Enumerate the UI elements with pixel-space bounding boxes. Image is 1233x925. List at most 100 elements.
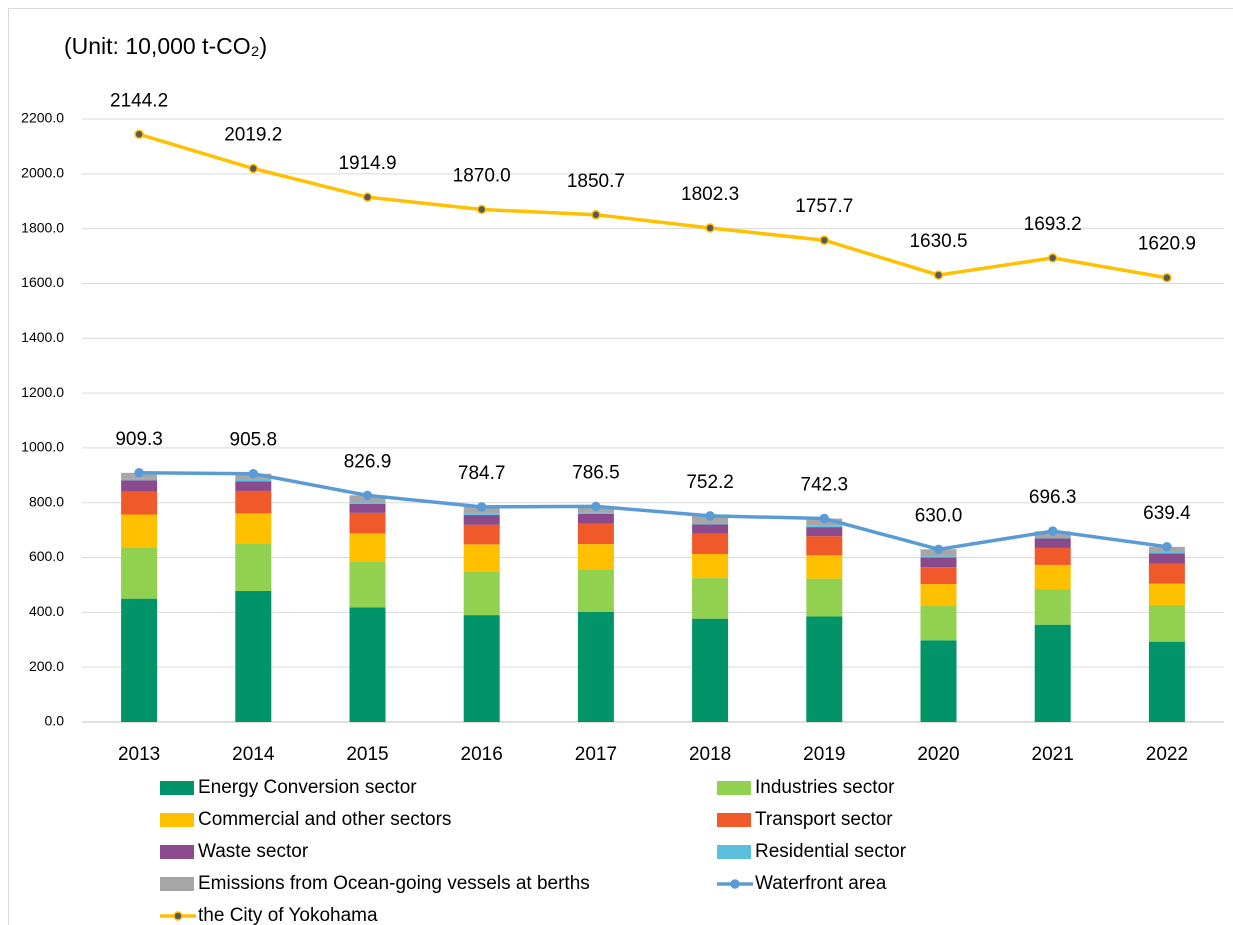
bar-segment xyxy=(1034,538,1071,548)
y-tick-label: 1000.0 xyxy=(21,439,64,455)
bar-segment xyxy=(692,578,729,619)
x-tick-label: 2013 xyxy=(118,744,160,765)
data-label: 786.5 xyxy=(572,462,620,483)
data-label: 905.8 xyxy=(230,430,278,451)
y-tick-label: 0.0 xyxy=(45,713,65,729)
legend-label: Waterfront area xyxy=(755,873,887,894)
bar-segment xyxy=(463,513,500,516)
line-marker xyxy=(476,502,487,512)
bar-segment xyxy=(920,557,957,568)
line-marker xyxy=(248,468,259,479)
line-marker xyxy=(1047,526,1058,536)
bar-segment xyxy=(806,536,843,556)
legend-swatch xyxy=(160,845,194,859)
bar-segment xyxy=(577,611,614,722)
bar-segment xyxy=(806,527,843,537)
data-label: 1630.5 xyxy=(909,231,967,252)
line-marker xyxy=(591,209,601,220)
line-marker xyxy=(362,192,373,202)
legend-swatch xyxy=(160,877,194,891)
y-tick-label: 600.0 xyxy=(29,548,64,564)
bar-segment xyxy=(235,481,272,491)
bar-segment xyxy=(1034,624,1071,722)
legend-swatch xyxy=(160,813,194,827)
legend-label: Industries sector xyxy=(755,777,895,798)
bar-segment xyxy=(1148,553,1185,564)
bar-segment xyxy=(577,513,614,524)
data-label: 742.3 xyxy=(801,475,849,496)
bar-segment xyxy=(577,544,614,570)
x-tick-label: 2014 xyxy=(232,744,275,765)
x-tick-label: 2015 xyxy=(346,744,388,765)
data-label: 909.3 xyxy=(115,429,163,450)
x-tick-label: 2019 xyxy=(803,744,845,765)
line-marker xyxy=(476,204,487,215)
legend-label: Waste sector xyxy=(198,841,309,862)
line-marker xyxy=(248,163,259,174)
bar-segment xyxy=(577,512,614,514)
bar-segment xyxy=(1148,605,1185,642)
line-marker xyxy=(933,270,944,280)
data-label: 826.9 xyxy=(344,451,392,472)
bar-segment xyxy=(121,491,158,515)
bar-segment xyxy=(577,569,614,612)
bar-segment xyxy=(1034,564,1071,590)
line xyxy=(138,132,1168,280)
bar-segment xyxy=(121,514,158,548)
bar-segment xyxy=(577,523,614,545)
legend-label: Residential sector xyxy=(755,841,907,862)
x-tick-label: 2016 xyxy=(461,744,503,765)
bar-segment xyxy=(692,533,729,554)
y-tick-label: 1800.0 xyxy=(21,219,64,235)
legend-marker xyxy=(173,911,183,921)
bar-segment xyxy=(806,616,843,722)
data-label: 1914.9 xyxy=(338,153,396,174)
bar-segment xyxy=(1148,563,1185,584)
data-label: 1620.9 xyxy=(1138,234,1196,255)
data-label: 784.7 xyxy=(458,463,506,484)
x-tick-label: 2017 xyxy=(575,744,617,765)
legend-swatch xyxy=(717,813,751,827)
bar-segment xyxy=(349,533,386,562)
legend-swatch xyxy=(717,845,751,859)
x-tick-label: 2018 xyxy=(689,744,731,765)
bar-segment xyxy=(349,502,386,504)
data-label: 696.3 xyxy=(1029,487,1077,508)
bar-segment xyxy=(1034,547,1071,565)
bar-segment xyxy=(121,547,158,599)
y-tick-label: 2200.0 xyxy=(21,110,64,126)
bar-segment xyxy=(920,584,957,607)
bar-segment xyxy=(806,525,843,528)
bar-segment xyxy=(349,561,386,608)
data-label: 1870.0 xyxy=(453,165,511,186)
y-tick-label: 800.0 xyxy=(29,493,64,509)
bar-segment xyxy=(349,512,386,534)
line-marker xyxy=(819,513,830,524)
x-tick-label: 2021 xyxy=(1032,744,1074,765)
line-marker xyxy=(705,223,715,233)
data-label: 1802.3 xyxy=(681,184,739,205)
bar-segment xyxy=(1034,536,1071,539)
y-tick-label: 1400.0 xyxy=(21,329,64,345)
y-tick-label: 400.0 xyxy=(29,603,64,619)
line-marker xyxy=(362,490,373,501)
chart-border xyxy=(8,8,1233,925)
bar-segment xyxy=(235,490,272,514)
line-marker xyxy=(134,129,144,140)
line-marker xyxy=(1162,272,1172,283)
data-label: 752.2 xyxy=(686,472,734,493)
legend-label: the City of Yokohama xyxy=(198,905,378,925)
bar-segment xyxy=(235,543,272,591)
line-marker xyxy=(1162,541,1172,552)
bar-segment xyxy=(1034,589,1071,625)
legend-swatch xyxy=(717,781,751,795)
y-tick-label: 200.0 xyxy=(29,658,64,674)
data-label: 630.0 xyxy=(915,505,963,526)
bar-segment xyxy=(121,598,158,722)
y-tick-label: 1600.0 xyxy=(21,274,64,290)
bar-segment xyxy=(692,618,729,722)
y-tick-label: 1200.0 xyxy=(21,384,64,400)
bar-segment xyxy=(463,515,500,525)
y-tick-label: 2000.0 xyxy=(21,165,64,181)
